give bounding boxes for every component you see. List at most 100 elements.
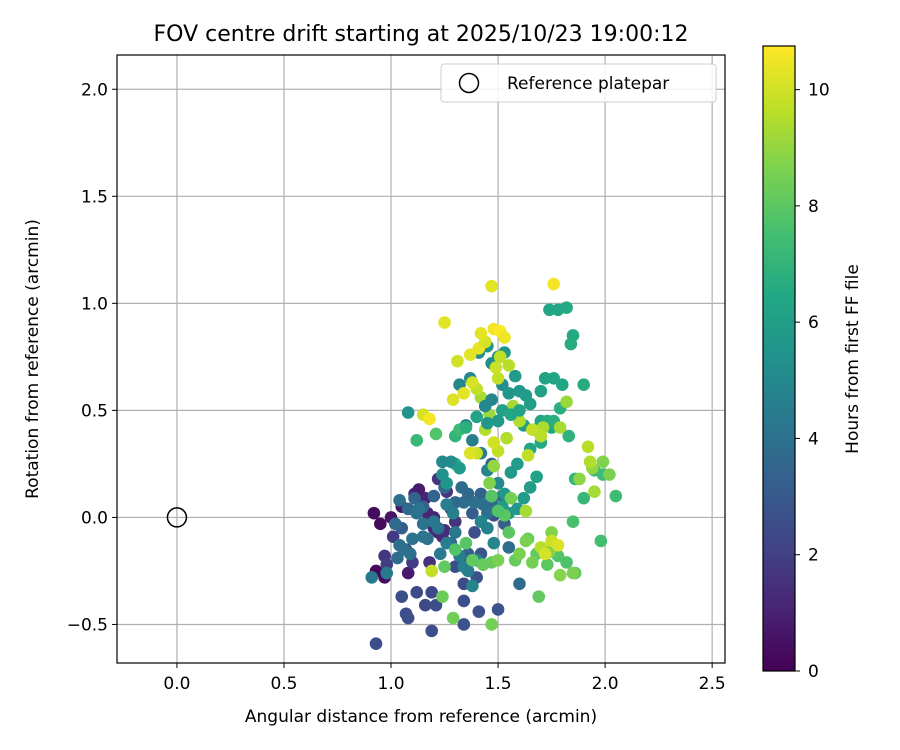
scatter-point [461,564,475,578]
scatter-point [551,538,565,552]
scatter-point [433,547,447,561]
scatter-point [389,517,402,531]
scatter-point [485,618,498,631]
scatter-point [429,598,443,612]
scatter-point [406,532,419,546]
y-tick-label: −0.5 [67,615,108,635]
scatter-point [427,515,441,529]
colorbar-tick-label: 6 [808,313,819,333]
x-tick-label: 0.5 [270,674,297,694]
y-axis-ticks: −0.5 0.0 0.5 1.0 1.5 2.0 [67,80,117,635]
scatter-point [466,506,479,520]
scatter-point [466,579,479,593]
data-points [365,277,623,651]
scatter-point [380,566,394,580]
scatter-point [468,526,481,539]
scatter-point [436,455,449,469]
scatter-point [566,566,580,580]
scatter-point [555,378,569,391]
scatter-point [517,491,531,505]
scatter-point [596,455,610,469]
colorbar-tick-label: 4 [808,429,819,449]
scatter-point [603,468,616,481]
scatter-point [448,543,462,556]
scatter-point [446,611,460,625]
scatter-point [457,386,471,400]
scatter-point [470,410,483,424]
scatter-point [491,414,505,428]
grid-lines [117,55,725,663]
scatter-point [466,376,479,389]
scatter-point [500,431,513,445]
scatter-point [446,506,460,520]
scatter-point [511,457,524,471]
scatter-point [412,502,426,516]
scatter-point [459,536,473,550]
scatter-point [609,489,623,503]
x-tick-label: 1.0 [378,674,405,694]
scatter-point [583,455,597,469]
scatter-point [481,506,494,520]
scatter-point [541,558,554,571]
scatter-point [436,590,449,603]
scatter-point [521,449,535,462]
scatter-point [425,624,439,638]
scatter-point [451,354,464,368]
chart-title: FOV centre drift starting at 2025/10/23 … [154,22,689,47]
scatter-point [401,566,415,580]
x-tick-label: 2.5 [699,674,726,694]
scatter-point [530,470,543,484]
scatter-point [508,369,522,383]
scatter-point [581,440,595,454]
x-tick-label: 2.0 [592,674,619,694]
reference-marker [166,507,188,528]
scatter-point [438,560,451,573]
scatter-point [401,611,415,625]
scatter-point [367,506,381,520]
scatter-point [487,436,501,449]
scatter-point [481,521,494,535]
legend-marker-icon [458,72,480,94]
scatter-point [463,446,477,460]
scatter-point [560,556,573,569]
scatter-point [489,361,503,374]
x-axis-ticks: 0.0 0.5 1.0 1.5 2.0 2.5 [163,663,726,694]
scatter-point [519,504,533,518]
scatter-point [502,541,516,554]
scatter-point [538,547,552,561]
legend-label: Reference platepar [507,74,669,94]
scatter-point [483,476,496,490]
legend: Reference platepar [440,63,717,103]
colorbar-tick-label: 2 [808,546,819,566]
scatter-point [410,434,424,447]
scatter-point [463,348,477,362]
scatter-point [504,466,518,479]
scatter-point [502,526,516,539]
colorbar-ticks: 0 2 4 6 8 10 [795,81,830,682]
scatter-point [401,406,415,419]
scatter-point [481,416,494,430]
scatter-point [487,536,501,550]
scatter-point [440,498,453,511]
scatter-point [577,491,591,505]
scatter-point [532,590,546,603]
scatter-point [440,536,453,550]
y-axis-label: Rotation from reference (arcmin) [23,219,43,499]
scatter-point [523,397,537,411]
scatter-point [553,421,567,434]
colorbar-gradient [762,45,796,672]
scatter-point [564,337,578,351]
scatter-point [391,551,404,565]
scatter-point [534,429,548,443]
scatter-point [425,586,439,599]
scatter-point [474,327,488,340]
scatter-point [493,350,507,364]
legend-box [440,63,717,103]
scatter-point [478,399,492,413]
scatter-point [485,279,498,293]
scatter-point [560,395,573,409]
scatter-point [457,618,471,631]
scatter-point [429,427,443,441]
scatter-point [474,487,488,501]
